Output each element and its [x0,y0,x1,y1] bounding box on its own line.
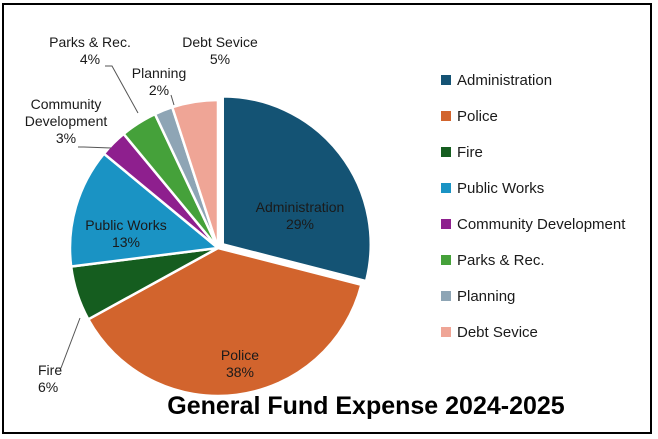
legend-label-planning: Planning [457,288,515,305]
legend-swatch-community-development [441,219,451,229]
legend-label-parks-rec: Parks & Rec. [457,252,545,269]
legend-swatch-parks-rec [441,255,451,265]
leader-line-parks-rec [105,65,139,114]
legend-label-community-development: Community Development [457,216,626,233]
data-label-fire: Fire 6% [38,362,62,395]
legend-label-debt-sevice: Debt Sevice [457,324,538,341]
legend-swatch-police [441,111,451,121]
legend-swatch-debt-sevice [441,327,451,337]
legend-swatch-public-works [441,183,451,193]
leader-line-planning [170,94,175,106]
legend-label-fire: Fire [457,144,483,161]
legend-swatch-administration [441,75,451,85]
legend-swatch-fire [441,147,451,157]
pie-slice-debt-sevice [170,98,220,249]
legend-swatch-planning [441,291,451,301]
data-label-debt-sevice: Debt Sevice 5% [182,34,258,67]
legend-label-administration: Administration [457,72,552,89]
leader-line-community-development [78,146,112,149]
pie-slice-public-works [68,151,222,268]
data-label-administration: Administration 29% [256,199,345,232]
data-label-parks-rec: Parks & Rec. 4% [49,34,131,67]
data-label-public-works: Public Works 13% [85,217,166,250]
pie-slice-administration [221,95,372,283]
leader-line-fire [56,317,81,369]
data-label-community-development: Community Development 3% [25,96,108,146]
data-label-planning: Planning 2% [132,65,187,98]
legend-label-police: Police [457,108,498,125]
data-label-police: Police 38% [221,347,259,380]
chart-title: General Fund Expense 2024-2025 [167,392,565,420]
legend-label-public-works: Public Works [457,180,544,197]
pie-slice-police [86,246,363,398]
